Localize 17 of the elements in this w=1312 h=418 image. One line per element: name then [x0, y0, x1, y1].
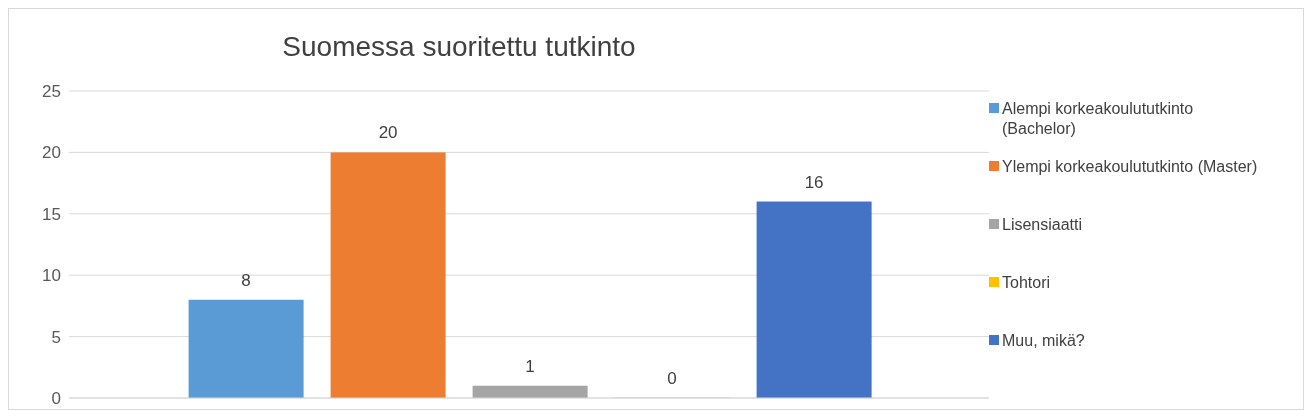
legend-label: Tohtori — [1002, 272, 1051, 293]
y-tick-label: 10 — [42, 266, 61, 286]
data-label: 0 — [667, 369, 677, 388]
data-label: 1 — [525, 356, 535, 376]
legend-label: Lisensiaatti — [1002, 214, 1083, 235]
y-tick-label: 0 — [51, 389, 61, 409]
data-label: 20 — [378, 123, 398, 143]
y-tick-label: 25 — [42, 82, 61, 102]
data-label: 8 — [241, 270, 251, 290]
legend-label: Alempi korkeakoulututkinto (Bachelor) — [1002, 98, 1195, 139]
y-tick-label: 5 — [51, 327, 61, 347]
y-tick-label: 15 — [42, 204, 61, 224]
chart-title: Suomessa suoritettu tutkinto — [281, 30, 637, 64]
legend-label: Muu, mikä? — [1002, 330, 1085, 351]
y-tick-label: 20 — [42, 143, 61, 163]
legend-label: Ylempi korkeakoulututkinto (Master) — [1002, 156, 1258, 177]
data-label: 16 — [804, 172, 824, 192]
